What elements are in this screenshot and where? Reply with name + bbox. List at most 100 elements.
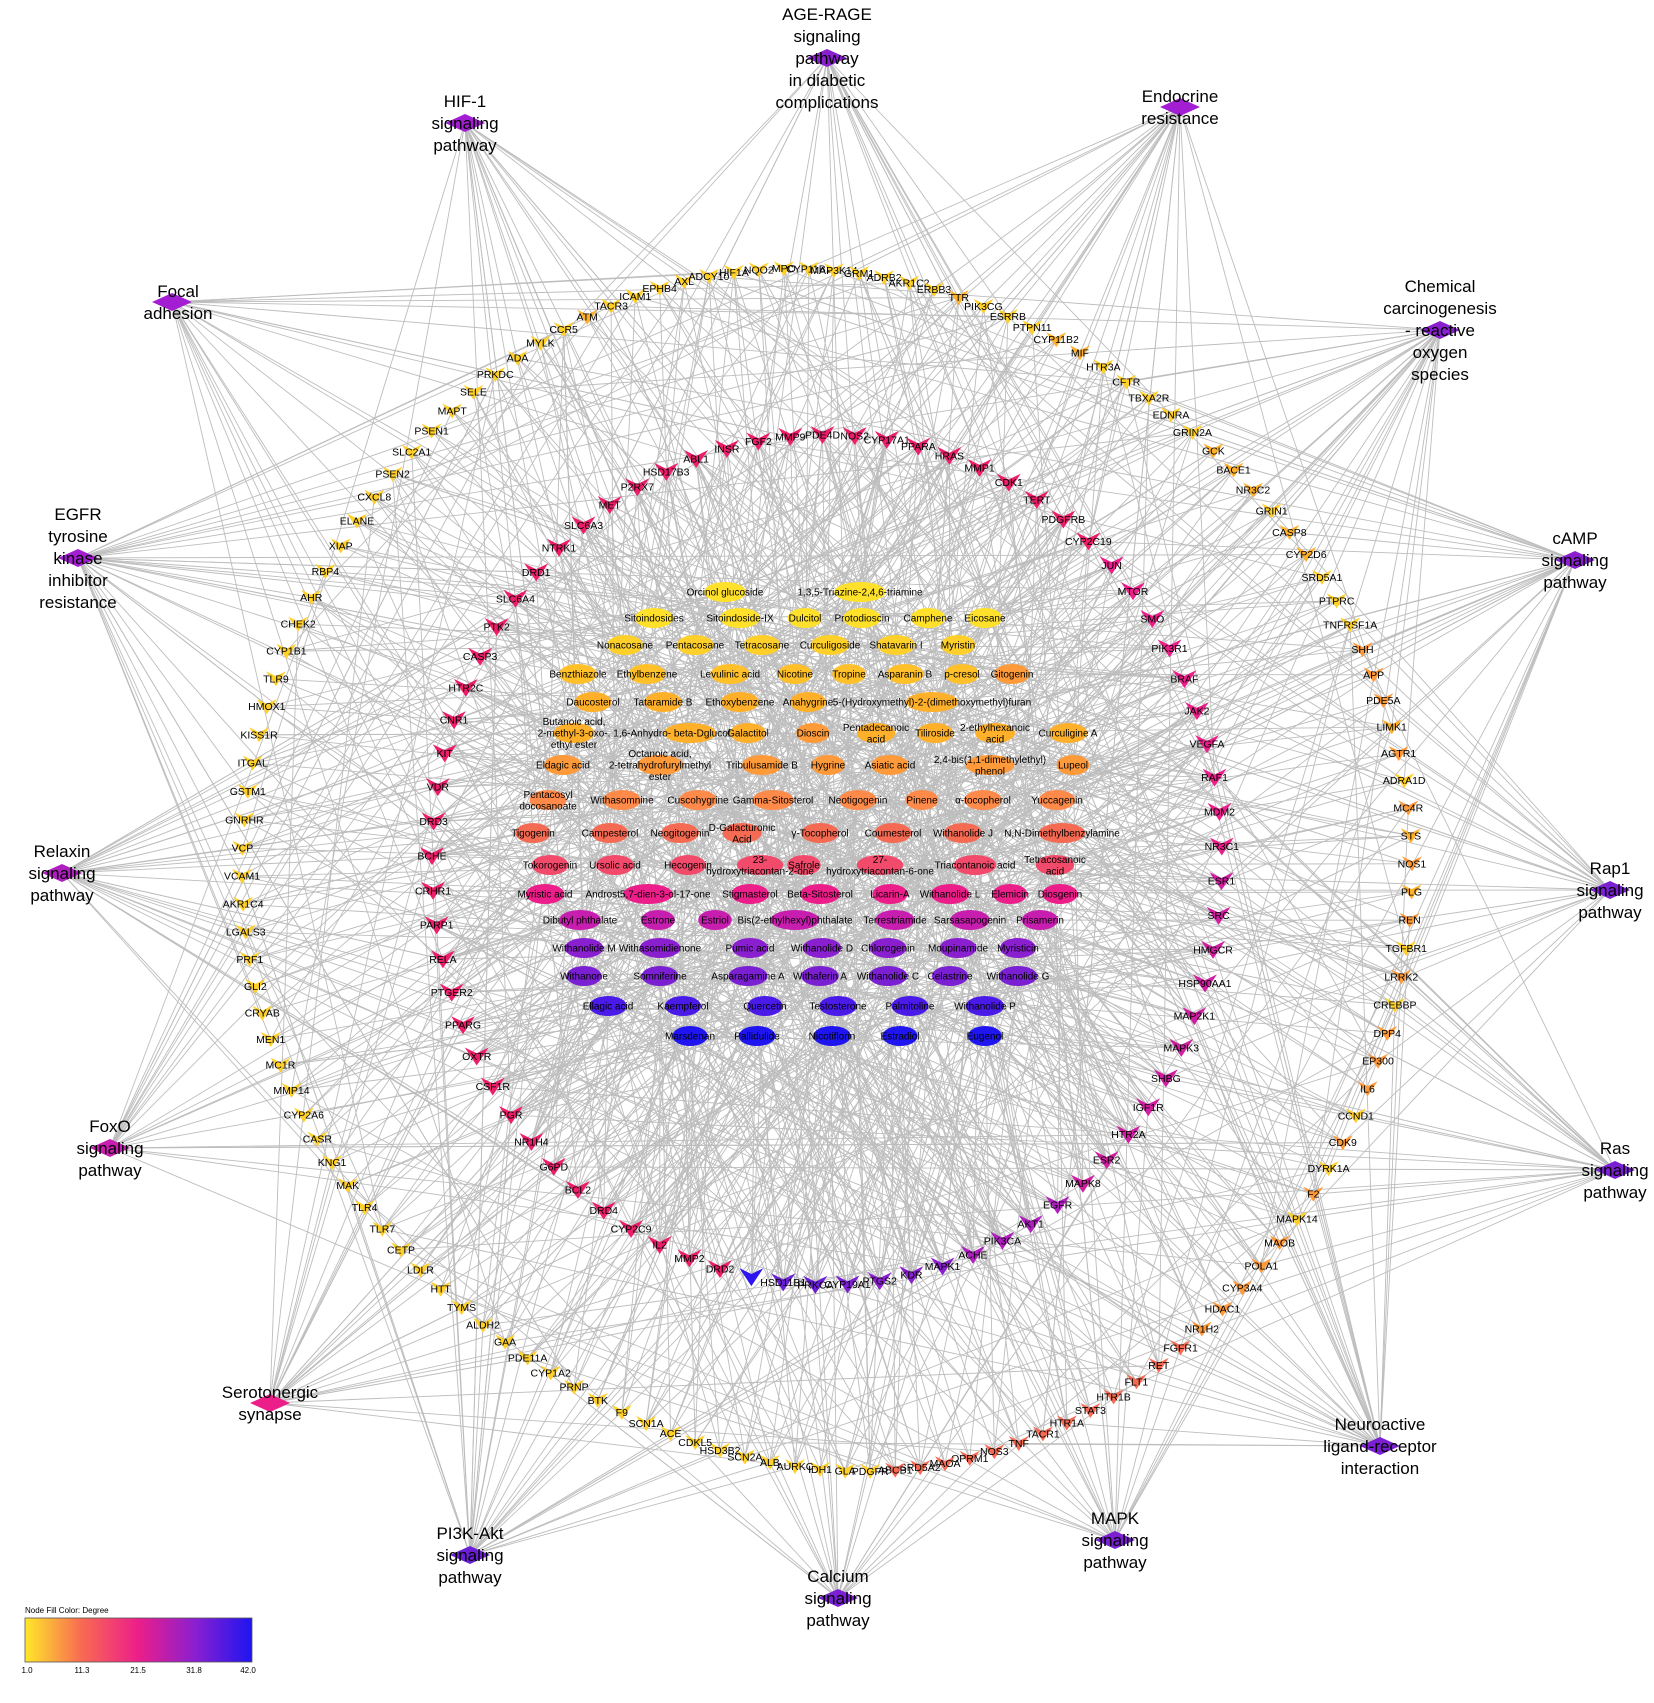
target-compound-edge bbox=[275, 678, 821, 895]
target-compound-edge bbox=[814, 864, 881, 1285]
target-label: AURKC bbox=[777, 1461, 814, 1473]
target-label: MMP14 bbox=[273, 1085, 309, 1097]
compound-label: Dioscin bbox=[797, 729, 830, 740]
pathway-target-edge bbox=[109, 281, 685, 1149]
target-node bbox=[1209, 837, 1234, 856]
compound-node bbox=[905, 790, 939, 810]
target-node bbox=[468, 647, 493, 666]
target-label: AXL bbox=[674, 276, 694, 288]
target-node bbox=[453, 678, 478, 697]
pathway-target-edge bbox=[269, 1162, 333, 1404]
target-node bbox=[281, 1082, 302, 1098]
target-label: AKR1C2 bbox=[889, 278, 930, 290]
compound-node bbox=[730, 723, 766, 743]
pathway-node bbox=[1595, 1161, 1635, 1179]
target-node bbox=[798, 261, 819, 277]
pathway-target-edge bbox=[1165, 1077, 1616, 1171]
target-compound-edge bbox=[492, 1005, 766, 1087]
compound-node bbox=[777, 664, 813, 684]
pathway-label: Focal bbox=[157, 282, 199, 301]
target-label: CASP8 bbox=[1272, 527, 1307, 539]
compound-label: Lupeol bbox=[1058, 761, 1088, 772]
target-node bbox=[1138, 390, 1159, 406]
compound-label: Testosterone bbox=[809, 1002, 867, 1013]
target-compound-edge bbox=[697, 799, 1379, 1062]
target-node bbox=[842, 427, 867, 446]
target-compound-edge bbox=[894, 919, 1129, 1135]
compound-node bbox=[596, 855, 634, 875]
pathway-label: signaling bbox=[1581, 1161, 1648, 1180]
pathway-target-edge bbox=[708, 275, 1616, 1171]
pathway-target-edge bbox=[1184, 678, 1611, 891]
target-node bbox=[442, 403, 463, 419]
compound-node bbox=[743, 635, 781, 655]
compound-label: Camphene bbox=[904, 614, 953, 625]
target-node bbox=[232, 868, 253, 884]
target-compound-edge bbox=[303, 591, 861, 1116]
compound-label: Withanolide G bbox=[987, 972, 1050, 983]
target-label: PPARA bbox=[901, 441, 936, 453]
pathway-target-edge bbox=[1373, 559, 1576, 676]
compound-label: 23- bbox=[753, 855, 767, 866]
compound-label: Asparagamine A bbox=[711, 972, 785, 983]
pathway-target-edge bbox=[469, 1466, 796, 1556]
compound-node bbox=[813, 1026, 851, 1046]
target-compound-edge bbox=[887, 618, 1153, 977]
target-label: GAA bbox=[494, 1337, 516, 1349]
target-compound-edge bbox=[549, 864, 896, 1471]
compound-label: Terrestriamide bbox=[863, 916, 927, 927]
target-compound-edge bbox=[697, 799, 881, 1282]
target-compound-edge bbox=[400, 1005, 766, 1251]
target-label: HTR1B bbox=[1096, 1391, 1130, 1403]
target-compound-edge bbox=[726, 448, 833, 1037]
target-node bbox=[739, 1268, 764, 1287]
target-label: HTT bbox=[430, 1284, 451, 1296]
target-label: TERT bbox=[1023, 494, 1051, 506]
target-compound-edge bbox=[782, 799, 1058, 1283]
target-compound-edge bbox=[803, 554, 1307, 866]
target-compound-edge bbox=[757, 441, 896, 921]
target-compound-edge bbox=[270, 919, 971, 1040]
pathway-target-edge bbox=[783, 268, 1576, 561]
target-node bbox=[1121, 582, 1146, 601]
pathway-label: complications bbox=[776, 93, 879, 112]
compound-label: Kaempferol bbox=[657, 1002, 708, 1013]
target-compound-edge bbox=[614, 864, 1084, 1185]
target-compound-edge bbox=[614, 276, 710, 866]
target-label: ABCB1 bbox=[878, 1465, 913, 1477]
pathway-target-edge bbox=[1136, 559, 1576, 1382]
target-label: F2 bbox=[1307, 1189, 1319, 1201]
target-compound-edge bbox=[761, 432, 1193, 646]
compound-node bbox=[810, 635, 850, 655]
target-node bbox=[923, 282, 944, 298]
target-node bbox=[1170, 1340, 1191, 1356]
compound-label: Withanolide J bbox=[933, 829, 993, 840]
target-node bbox=[276, 643, 297, 659]
target-compound-edge bbox=[984, 1035, 1032, 1225]
target-label: ALDH2 bbox=[466, 1320, 500, 1332]
compound-label: ester bbox=[649, 772, 672, 783]
target-node bbox=[1018, 1215, 1043, 1234]
target-label: MAPK8 bbox=[1065, 1178, 1101, 1190]
pathway-target-edge bbox=[61, 872, 880, 1282]
target-node bbox=[1398, 800, 1419, 816]
target-compound-edge bbox=[854, 435, 986, 619]
pathway-target-edge bbox=[1260, 329, 1441, 1266]
target-label: ESRRB bbox=[990, 311, 1026, 323]
compound-label: Sarsasapogenin bbox=[934, 916, 1006, 927]
compound-label: Withasomnine bbox=[590, 796, 654, 807]
target-label: HSD3B2 bbox=[700, 1445, 741, 1457]
target-compound-edge bbox=[482, 799, 623, 1326]
target-label: ITGAL bbox=[238, 758, 269, 770]
compound-label: Bis(2-ethylhexyl)phthalate bbox=[737, 916, 852, 927]
target-node bbox=[997, 308, 1018, 324]
target-label: SHBG bbox=[1151, 1073, 1181, 1085]
target-compound-edge bbox=[492, 1035, 758, 1087]
compound-label: Tataramide B bbox=[634, 698, 693, 709]
target-label: ADRA1D bbox=[1383, 775, 1426, 787]
target-node bbox=[421, 881, 446, 900]
compound-node bbox=[869, 938, 907, 958]
target-node bbox=[451, 1016, 476, 1035]
target-label: APP bbox=[1363, 669, 1384, 681]
target-node bbox=[577, 309, 598, 325]
